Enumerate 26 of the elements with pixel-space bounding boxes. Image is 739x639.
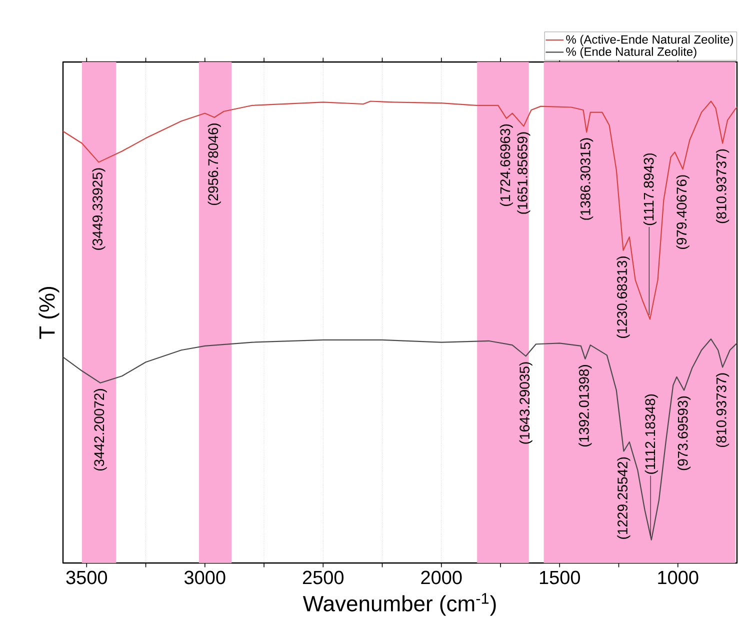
x-tick-label: 1500 [540, 570, 580, 584]
annotation: (979.40676) [676, 175, 690, 249]
annotation: (810.93737) [716, 373, 730, 448]
annotation: (1386.30315) [580, 138, 594, 220]
legend-label: % (Active-Ende Natural Zeolite) [566, 34, 734, 46]
x-tick-label: 3000 [184, 570, 226, 584]
y-axis-title: T (%) [38, 286, 60, 339]
annotation: (973.69593) [677, 396, 691, 470]
x-axis-title: Wavenumber (cm$^{-1}$) [302, 593, 496, 616]
annotation: (1230.68313) [616, 256, 630, 338]
legend-label: % (Ende Natural Zeolite) [566, 47, 696, 58]
annotation: (1112.18348) [644, 394, 658, 474]
annotation: (1229.25542) [617, 457, 630, 539]
annotation: (3449.33925) [92, 168, 106, 250]
annotation: (1724.66963) [500, 124, 513, 206]
annotation: (1117.8943) [643, 153, 656, 226]
annotation: (1392.01398) [578, 364, 592, 447]
x-tick-label: 2000 [421, 570, 462, 584]
annotation: (810.93737) [716, 149, 730, 224]
annotation: (2956.78046) [208, 123, 221, 206]
annotation: (1643.29035) [519, 362, 532, 444]
annotation: (3442.20072) [94, 388, 107, 471]
x-tick-label: 3500 [66, 570, 108, 584]
x-tick-label: 1000 [658, 570, 698, 584]
x-tick-label: 2500 [302, 570, 344, 584]
annotation: (1651.85659) [517, 132, 530, 214]
